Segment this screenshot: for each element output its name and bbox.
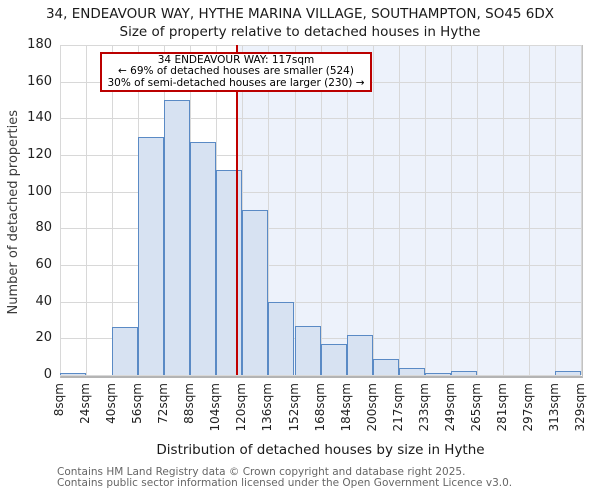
histogram-bar: [164, 100, 191, 375]
histogram-bar: [346, 334, 373, 375]
x-tick-label: 104sqm: [208, 383, 223, 432]
histogram-bar: [60, 373, 87, 375]
x-tick-label: 56sqm: [130, 383, 145, 424]
vertical-gridline: [320, 45, 322, 375]
vertical-gridline: [294, 45, 296, 375]
y-tick-label: 140: [27, 110, 52, 126]
x-tick-label: 8sqm: [52, 383, 66, 417]
x-tick-label: 120sqm: [234, 383, 249, 432]
x-axis-label: Distribution of detached houses by size …: [156, 442, 485, 458]
y-tick-label: 0: [43, 367, 52, 382]
y-tick-label: 60: [35, 257, 52, 272]
x-tick-label: 233sqm: [416, 383, 431, 432]
horizontal-gridline: [60, 375, 581, 376]
property-annotation-box: 34 ENDEAVOUR WAY: 117sqm ← 69% of detach…: [100, 52, 372, 92]
x-tick-label: 24sqm: [78, 383, 92, 424]
footer-copyright-line2: Contains public sector information licen…: [57, 477, 513, 489]
x-tick-label: 168sqm: [312, 383, 327, 432]
x-tick-label: 152sqm: [286, 383, 301, 432]
vertical-gridline: [450, 45, 452, 375]
histogram-bar: [450, 371, 477, 375]
annotation-smaller-stat: ← 69% of detached houses are smaller (52…: [118, 65, 354, 78]
vertical-gridline: [424, 45, 426, 375]
histogram-bar: [555, 371, 582, 375]
x-tick-label: 72sqm: [156, 383, 171, 424]
y-tick-label: 40: [35, 293, 52, 309]
vertical-gridline: [476, 45, 478, 375]
annotation-property-size: 34 ENDEAVOUR WAY: 117sqm: [157, 53, 315, 66]
x-tick-label: 329sqm: [573, 383, 587, 432]
histogram-bar: [112, 327, 139, 375]
histogram-bar: [138, 136, 165, 375]
vertical-gridline: [398, 45, 400, 375]
footer-copyright-line1: Contains HM Land Registry data © Crown c…: [57, 466, 466, 478]
histogram-bar: [242, 210, 269, 375]
x-tick-label: 184sqm: [338, 383, 353, 432]
vertical-gridline: [528, 45, 530, 375]
histogram-bar: [320, 343, 347, 375]
y-tick-label: 180: [27, 37, 52, 52]
vertical-gridline: [346, 45, 348, 375]
vertical-gridline: [60, 45, 61, 375]
vertical-gridline: [502, 45, 504, 375]
chart-subtitle: Size of property relative to detached ho…: [119, 24, 481, 40]
property-size-marker-line: [236, 45, 238, 375]
y-tick-label: 160: [27, 73, 52, 89]
annotation-larger-stat: 30% of semi-detached houses are larger (…: [107, 76, 365, 89]
histogram-bar: [190, 142, 217, 375]
vertical-gridline: [555, 45, 556, 375]
vertical-gridline: [372, 45, 374, 375]
x-tick-label: 40sqm: [104, 383, 119, 424]
x-tick-label: 265sqm: [468, 383, 483, 432]
x-tick-label: 281sqm: [494, 383, 509, 432]
y-tick-label: 80: [35, 220, 52, 236]
histogram-bar: [294, 325, 321, 375]
histogram-bar: [424, 373, 451, 375]
y-tick-label: 100: [27, 183, 52, 199]
vertical-gridline: [581, 45, 582, 375]
vertical-gridline: [268, 45, 270, 375]
x-tick-label: 136sqm: [260, 383, 275, 432]
histogram-bar: [372, 358, 399, 375]
histogram-bar: [398, 367, 425, 375]
histogram-bar: [268, 301, 295, 375]
chart-title: 34, ENDEAVOUR WAY, HYTHE MARINA VILLAGE,…: [45, 6, 555, 22]
vertical-gridline: [86, 45, 87, 375]
x-tick-label: 297sqm: [520, 383, 535, 432]
histogram-bar: [216, 169, 243, 375]
x-tick-label: 88sqm: [182, 383, 197, 424]
x-tick-label: 313sqm: [547, 383, 561, 432]
vertical-gridline: [112, 45, 114, 375]
x-tick-label: 200sqm: [364, 383, 379, 432]
y-axis-label: Number of detached properties: [6, 110, 21, 315]
x-tick-label: 217sqm: [390, 383, 405, 432]
y-tick-label: 120: [27, 147, 52, 162]
x-tick-label: 249sqm: [442, 383, 457, 432]
y-tick-label: 20: [35, 330, 52, 346]
